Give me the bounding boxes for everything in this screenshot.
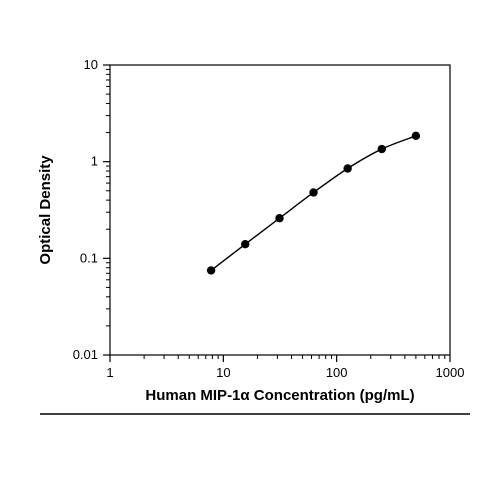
y-tick-label: 0.1 (80, 250, 98, 265)
data-point (412, 132, 420, 140)
data-point (309, 188, 317, 196)
x-tick-label: 10 (216, 365, 230, 380)
data-point (241, 240, 249, 248)
x-tick-label: 100 (326, 365, 348, 380)
data-point (343, 164, 351, 172)
y-tick-label: 1 (91, 154, 98, 169)
x-tick-label: 1 (106, 365, 113, 380)
x-tick-label: 1000 (436, 365, 465, 380)
data-point (207, 266, 215, 274)
standard-curve-chart: 1 10 100 1000 0.01 0.1 1 10 Human MIP-1α Concent… (0, 0, 500, 500)
chart-svg: 1 10 100 1000 0.01 0.1 1 10 Human MIP-1α Concent… (0, 0, 500, 500)
data-point (378, 145, 386, 153)
data-point (275, 214, 283, 222)
x-axis-label: Human MIP-1α Concentration (pg/mL) (145, 387, 414, 404)
y-axis-label: Optical Density (37, 155, 54, 265)
y-tick-label: 10 (84, 57, 98, 72)
y-tick-label: 0.01 (73, 347, 98, 362)
